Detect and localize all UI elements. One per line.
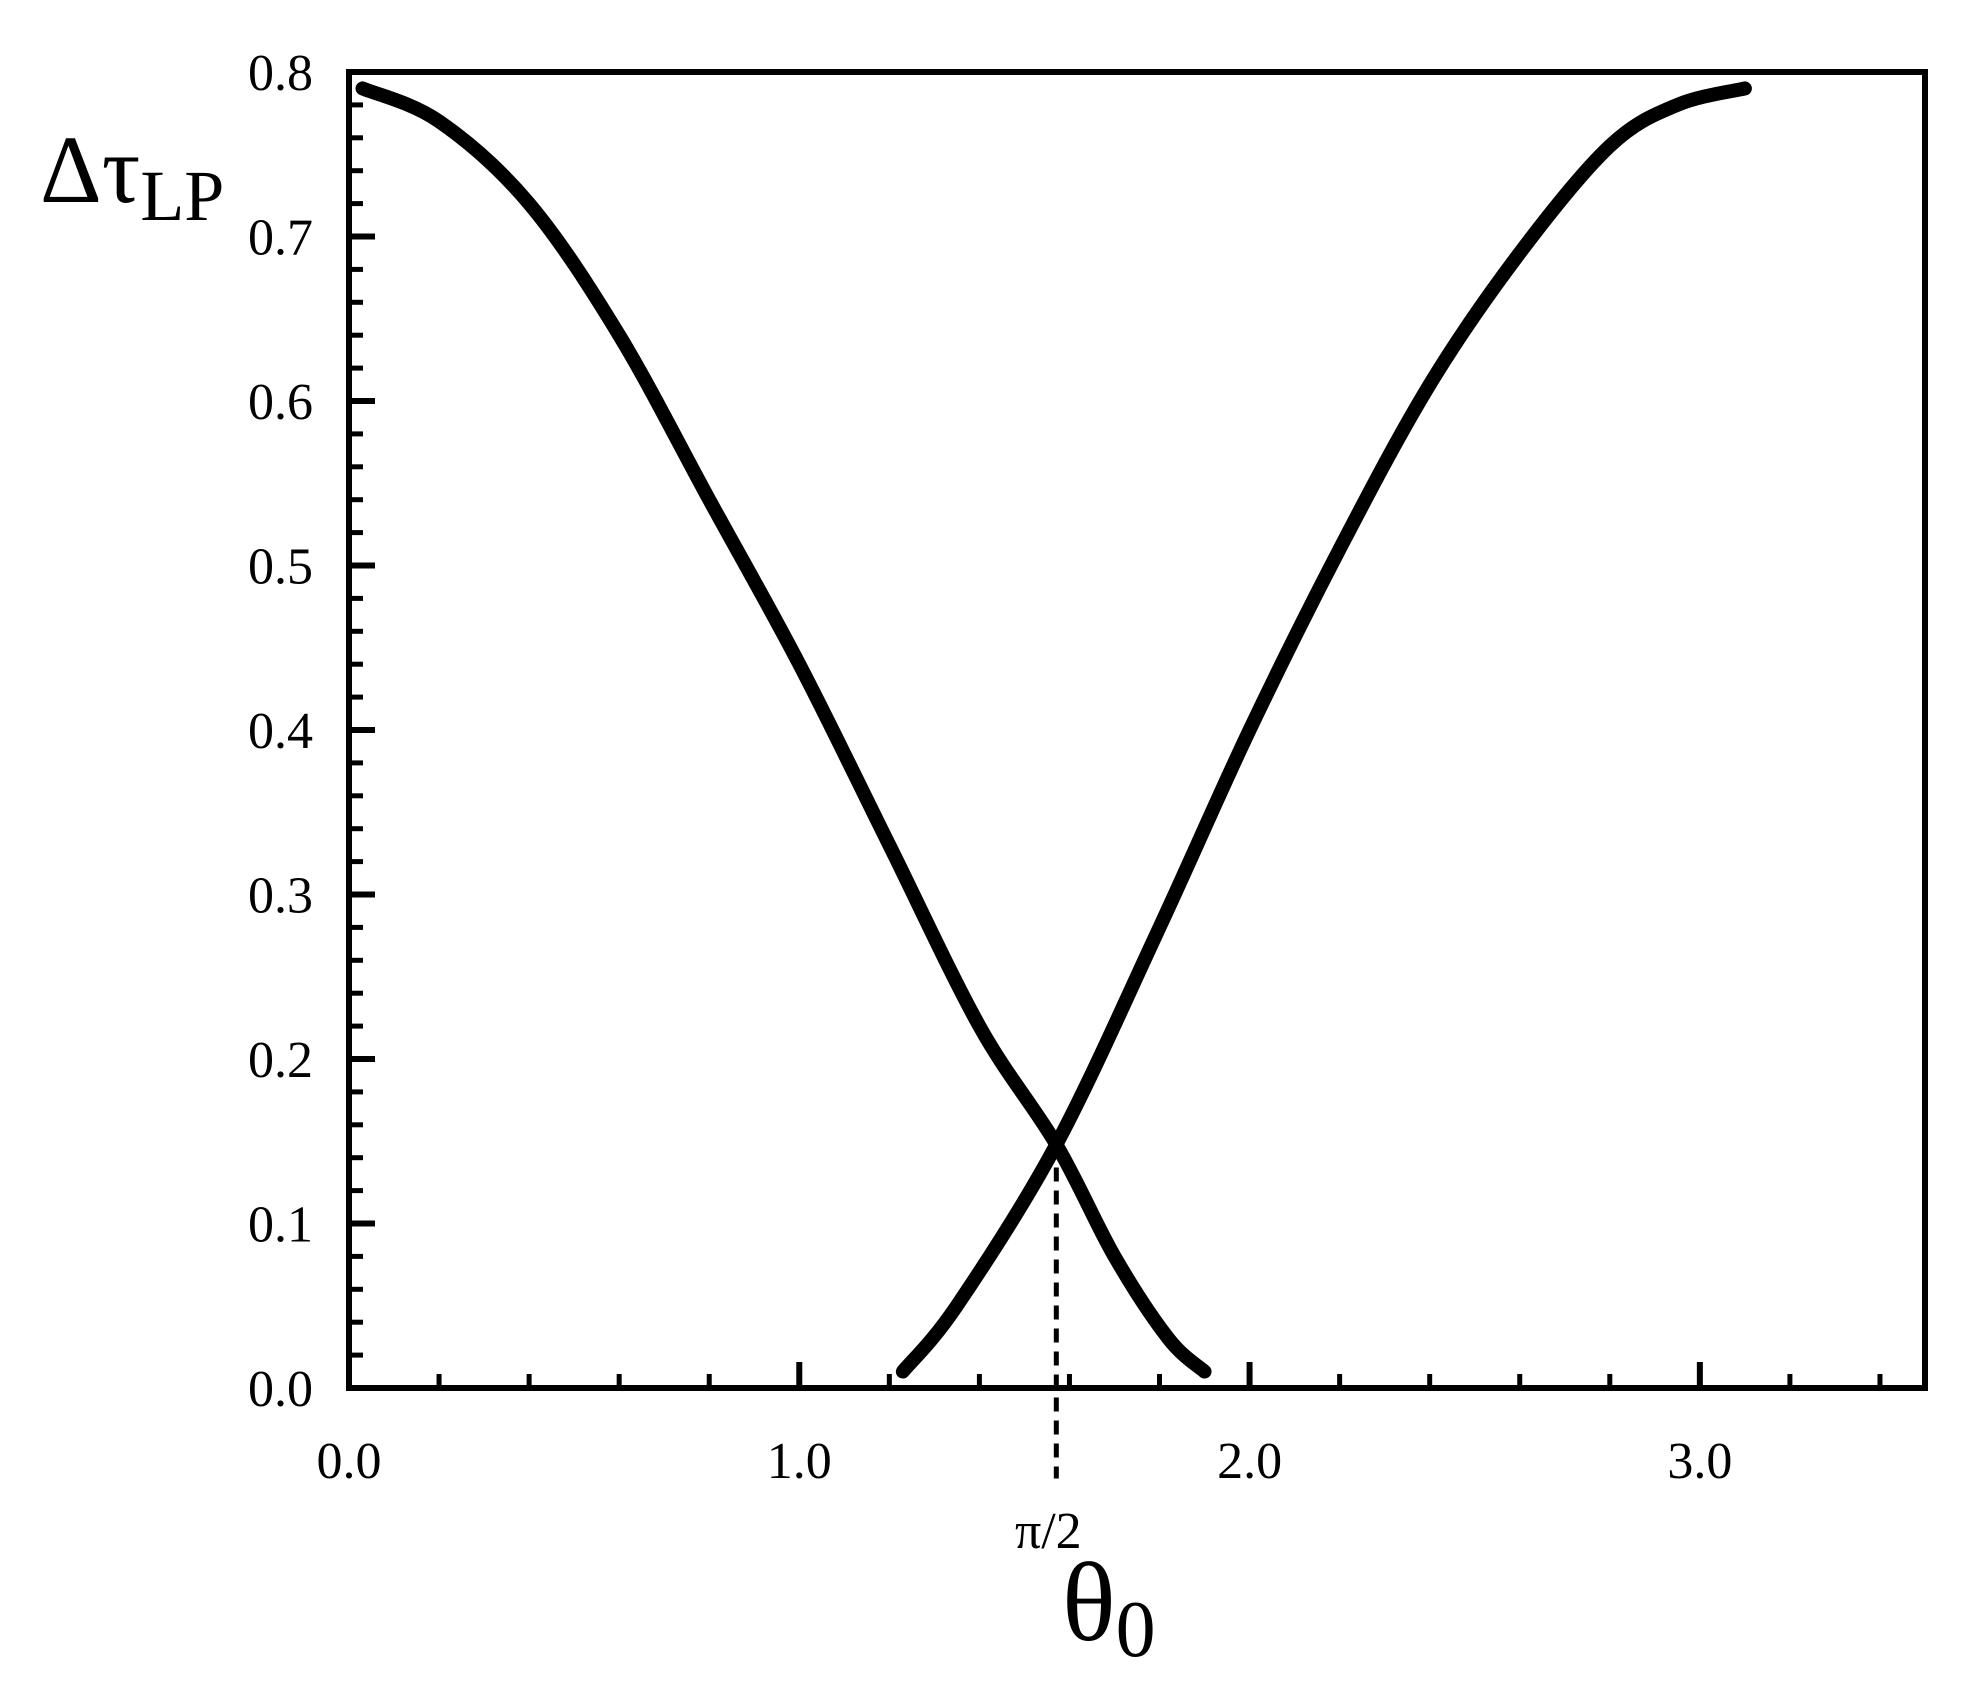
y-tick-label-5: 0.5 (248, 539, 313, 596)
series-line-0 (355, 81, 1212, 1379)
y-tick-label-4: 0.4 (248, 703, 313, 760)
y-tick-label-7: 0.7 (248, 210, 313, 267)
y-axis-title: ΔτLP (40, 116, 224, 236)
annotation-layer: π/2 (1015, 1144, 1082, 1560)
y-axis-title-sub: LP (140, 156, 224, 236)
y-tick-label-3: 0.3 (248, 868, 313, 925)
y-tick-label-1: 0.1 (248, 1197, 313, 1254)
y-tick-label-6: 0.6 (248, 374, 313, 431)
y-tick-label-2: 0.2 (248, 1032, 313, 1089)
series-layer (355, 81, 1752, 1379)
pi-half-marker-label: π/2 (1015, 1503, 1082, 1560)
y-tick-label-0: 0.0 (248, 1361, 313, 1418)
x-axis-title-sub: 0 (1116, 1586, 1156, 1674)
x-tick-labels: 0.0 1.0 2.0 3.0 (317, 1433, 1733, 1490)
x-tick-label-1: 1.0 (767, 1433, 832, 1490)
x-tick-label-0: 0.0 (317, 1433, 382, 1490)
y-tick-labels: 0.0 0.1 0.2 0.3 0.4 0.5 0.6 0.7 0.8 (248, 45, 313, 1418)
x-axis-title: θ0 (1062, 1541, 1156, 1674)
x-tick-label-2: 2.0 (1217, 1433, 1282, 1490)
y-tick-label-8: 0.8 (248, 45, 313, 102)
series-line-1 (895, 81, 1752, 1379)
x-tick-label-3: 3.0 (1667, 1433, 1732, 1490)
y-axis-title-main: Δτ (40, 116, 140, 223)
x-axis-title-main: θ (1062, 1541, 1116, 1665)
plot-frame (346, 69, 1928, 1391)
